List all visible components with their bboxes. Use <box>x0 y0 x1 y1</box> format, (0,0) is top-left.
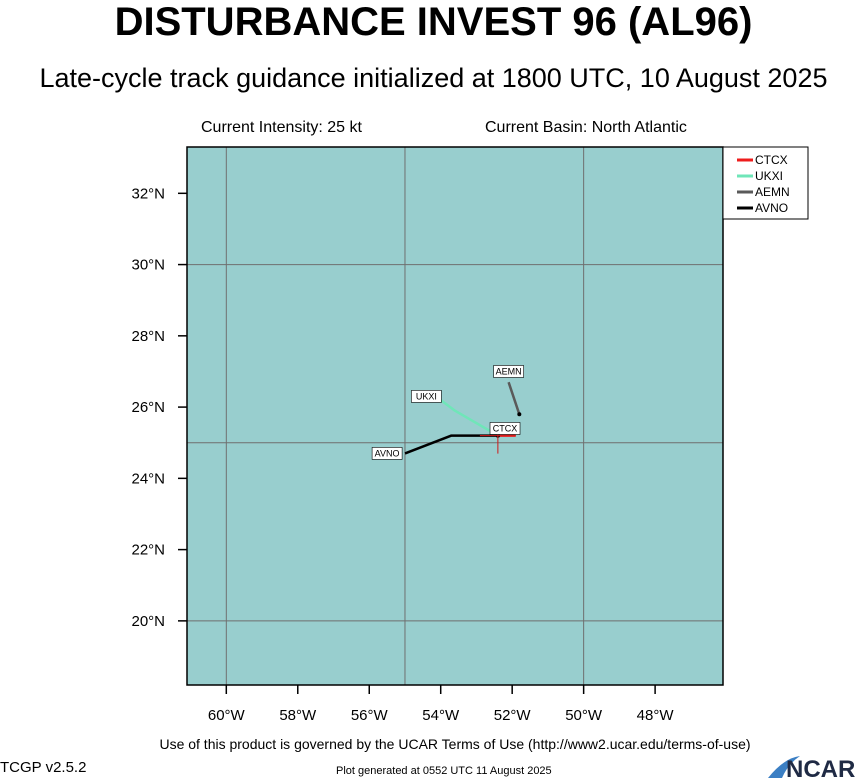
page-title: DISTURBANCE INVEST 96 (AL96) <box>114 0 753 44</box>
lon-tick-label: 58°W <box>279 707 317 724</box>
track-labels: CTCX UKXI AEMN AVNO <box>371 365 524 460</box>
lon-tick-label: 60°W <box>208 707 246 724</box>
track-label-ukxi: UKXI <box>416 391 437 401</box>
track-label-box <box>489 422 521 435</box>
legend: CTCX UKXI AEMN AVNO <box>722 146 809 220</box>
current-intensity-text: Current Intensity: 25 kt <box>201 119 362 136</box>
lat-tick-label: 26°N <box>131 399 165 416</box>
model-tracks <box>404 381 522 455</box>
ncar-logo: NCAR <box>768 756 855 780</box>
ncar-logo-swoosh <box>768 756 800 778</box>
lon-tick-label: 50°W <box>565 707 603 724</box>
track-aemn <box>507 381 521 415</box>
lat-tick-label: 30°N <box>131 257 165 274</box>
lon-tick-label: 56°W <box>351 707 389 724</box>
current-basin-text: Current Basin: North Atlantic <box>485 119 687 136</box>
track-label-box <box>371 447 403 460</box>
track-label-box <box>493 365 524 378</box>
legend-entry: CTCX <box>755 153 788 167</box>
legend-entry: AVNO <box>755 201 788 215</box>
ncar-logo-text: NCAR <box>786 756 855 780</box>
lat-tick-label: 28°N <box>131 328 165 345</box>
ocean-background <box>187 147 723 685</box>
map-axes: 60°W 58°W 56°W 54°W 52°W 50°W 48°W 32°N 30°N 28°N… <box>131 185 674 724</box>
lat-tick-label: 24°N <box>131 470 165 487</box>
lon-tick-label: 52°W <box>494 707 532 724</box>
generated-time-text: Plot generated at 0552 UTC 11 August 202… <box>336 765 552 777</box>
legend-entry: AEMN <box>755 185 790 199</box>
lat-tick-label: 22°N <box>131 542 165 559</box>
track-label-ctcx: CTCX <box>493 423 518 433</box>
lat-tick-label: 32°N <box>131 185 165 202</box>
page-subtitle: Late-cycle track guidance initialized at… <box>39 63 828 93</box>
map-frame <box>186 146 724 686</box>
legend-entry: UKXI <box>755 169 783 183</box>
track-ukxi <box>439 398 499 437</box>
map-grid <box>187 147 723 685</box>
track-label-box <box>411 390 442 403</box>
track-label-aemn: AEMN <box>496 366 522 376</box>
track-label-avno: AVNO <box>375 448 400 458</box>
lon-tick-label: 54°W <box>422 707 460 724</box>
track-start-dot <box>517 412 522 417</box>
terms-of-use-text: Use of this product is governed by the U… <box>159 736 751 752</box>
lon-tick-label: 48°W <box>637 707 675 724</box>
lat-tick-label: 20°N <box>131 613 165 630</box>
version-text: TCGP v2.5.2 <box>0 759 87 776</box>
